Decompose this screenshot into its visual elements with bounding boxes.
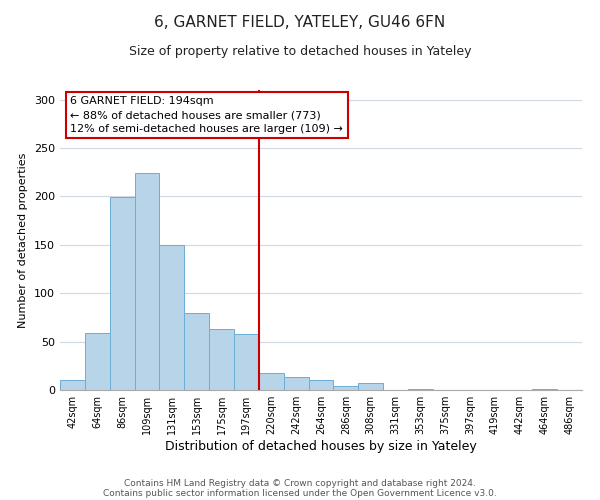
Bar (60, 380, 85, 390)
Bar (184, 312, 209, 390)
Bar (308, 380, 334, 390)
Y-axis label: Number of detached properties: Number of detached properties (19, 152, 28, 328)
Bar (334, 386, 358, 390)
Bar (110, 198, 134, 390)
Text: 6 GARNET FIELD: 194sqm
← 88% of detached houses are smaller (773)
12% of semi-de: 6 GARNET FIELD: 194sqm ← 88% of detached… (70, 96, 343, 134)
Bar (234, 334, 259, 390)
Bar (532, 389, 557, 390)
Bar (160, 245, 184, 390)
Bar (358, 383, 383, 390)
Bar (284, 378, 308, 390)
Text: 6, GARNET FIELD, YATELEY, GU46 6FN: 6, GARNET FIELD, YATELEY, GU46 6FN (154, 15, 446, 30)
Bar (408, 389, 433, 390)
Bar (85, 333, 110, 390)
Bar (134, 173, 160, 390)
Text: Size of property relative to detached houses in Yateley: Size of property relative to detached ho… (129, 45, 471, 58)
Text: Contains HM Land Registry data © Crown copyright and database right 2024.: Contains HM Land Registry data © Crown c… (124, 478, 476, 488)
Bar (209, 329, 234, 390)
X-axis label: Distribution of detached houses by size in Yateley: Distribution of detached houses by size … (165, 440, 477, 453)
Text: Contains public sector information licensed under the Open Government Licence v3: Contains public sector information licen… (103, 488, 497, 498)
Bar (259, 372, 284, 390)
